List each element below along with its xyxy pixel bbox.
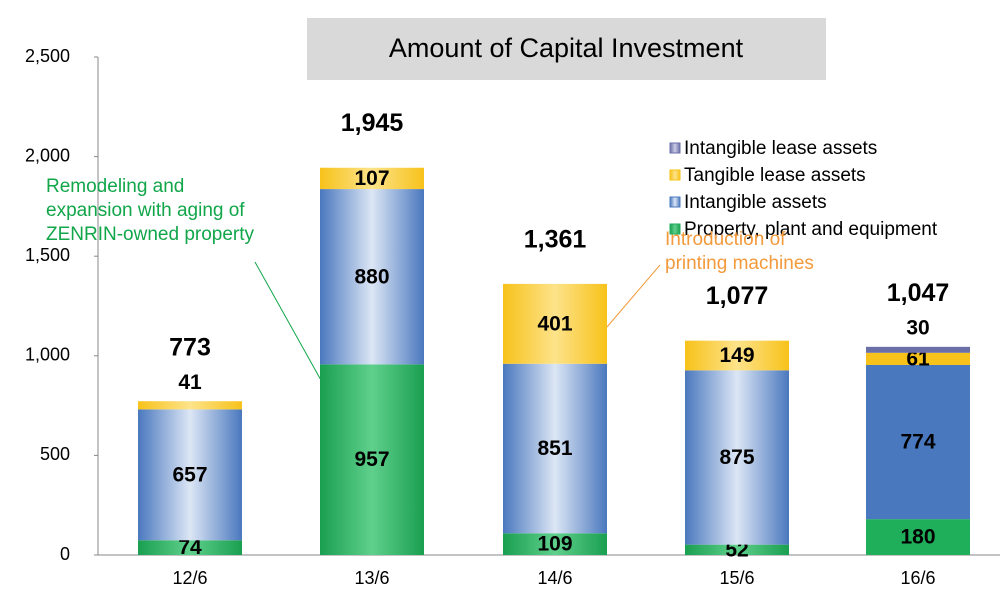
- x-tick-label: 12/6: [172, 568, 207, 588]
- y-tick-label: 1,000: [25, 345, 70, 365]
- bar-segment: [320, 167, 424, 190]
- bar-segment: [503, 363, 607, 534]
- data-label: 30: [906, 316, 929, 339]
- title-box: [307, 18, 826, 80]
- legend-label: Property, plant and equipment: [684, 219, 938, 240]
- bar-segment: [685, 340, 789, 371]
- x-tick-label: 13/6: [354, 568, 389, 588]
- bar-segment: [866, 364, 970, 520]
- data-label: 61: [906, 347, 930, 370]
- bar-segment: [138, 540, 242, 555]
- data-label: 880: [354, 265, 389, 288]
- bar-segment: [685, 370, 789, 545]
- data-label: 41: [178, 371, 202, 394]
- bar-segment: [685, 544, 789, 555]
- y-tick-label: 500: [40, 444, 70, 464]
- leader-line: [254, 261, 323, 383]
- legend-swatch: [669, 196, 681, 208]
- y-tick-label: 1,500: [25, 245, 70, 265]
- data-label: 401: [537, 312, 572, 335]
- y-tick-label: 0: [60, 544, 70, 564]
- annotation: ZENRIN-owned property: [46, 224, 255, 245]
- bar-segment: [138, 409, 242, 541]
- total-label: 1,077: [706, 282, 769, 310]
- data-label: 180: [900, 526, 935, 549]
- x-tick-label: 16/6: [900, 568, 935, 588]
- legend-label: Intangible lease assets: [684, 138, 877, 159]
- legend-swatch: [669, 142, 681, 154]
- chart-title: Amount of Capital Investment: [389, 33, 744, 63]
- total-label: 1,945: [341, 109, 404, 137]
- x-tick-label: 15/6: [719, 568, 754, 588]
- legend-label: Intangible assets: [684, 192, 827, 213]
- leader-line: [606, 264, 661, 328]
- total-label: 1,361: [524, 225, 587, 253]
- bar-segment: [503, 533, 607, 555]
- data-label: 74: [178, 536, 202, 559]
- data-label: 875: [719, 446, 754, 469]
- legend-swatch: [669, 169, 681, 181]
- data-label: 149: [719, 344, 754, 367]
- annotation: expansion with aging of: [46, 200, 245, 221]
- total-label: 1,047: [887, 279, 950, 307]
- total-label: 773: [169, 334, 211, 362]
- annotation: Introduction of: [665, 229, 786, 250]
- legend-swatch: [669, 223, 681, 235]
- annotation: printing machines: [665, 253, 814, 274]
- bar-segment: [866, 352, 970, 365]
- bar-segment: [320, 189, 424, 365]
- data-label: 107: [354, 167, 389, 190]
- bar-segment: [866, 519, 970, 555]
- y-tick-label: 2,000: [25, 145, 70, 165]
- legend-label: Tangible lease assets: [684, 165, 866, 186]
- data-label: 774: [900, 431, 935, 454]
- bar-segment: [138, 401, 242, 410]
- bar-segment: [503, 283, 607, 364]
- data-label: 957: [354, 448, 389, 471]
- data-label: 657: [172, 463, 207, 486]
- y-tick-label: 2,500: [25, 46, 70, 66]
- bar-segment: [320, 364, 424, 555]
- data-label: 109: [537, 533, 572, 556]
- bar-segment: [866, 346, 970, 353]
- x-tick-label: 14/6: [537, 568, 572, 588]
- annotation: Remodeling and: [46, 176, 184, 197]
- data-label: 851: [537, 437, 572, 460]
